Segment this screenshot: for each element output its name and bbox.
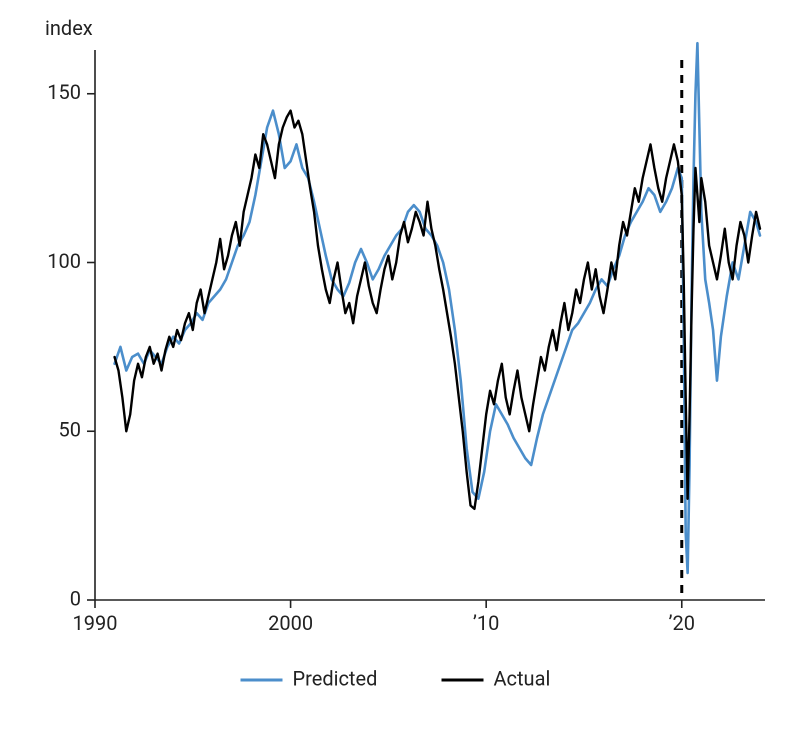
y-tick-label: 100 bbox=[47, 249, 81, 273]
y-tick-label: 0 bbox=[70, 586, 81, 610]
index-chart: 0 50 100 150 1990 2000 ’10 ’20 index Predicted Act… bbox=[0, 0, 800, 731]
x-tick-label: ’20 bbox=[669, 611, 695, 635]
y-tick-label: 150 bbox=[47, 80, 81, 104]
y-axis-title: index bbox=[45, 16, 93, 40]
chart-svg: 0 50 100 150 1990 2000 ’10 ’20 index Predicted Act… bbox=[0, 0, 800, 731]
legend-label-actual: Actual bbox=[494, 666, 551, 690]
legend-label-predicted: Predicted bbox=[293, 666, 378, 690]
x-tick-label: 2000 bbox=[268, 611, 313, 635]
x-tick-label: ’10 bbox=[473, 611, 499, 635]
y-tick-label: 50 bbox=[59, 418, 81, 442]
x-tick-label: 1990 bbox=[73, 611, 118, 635]
